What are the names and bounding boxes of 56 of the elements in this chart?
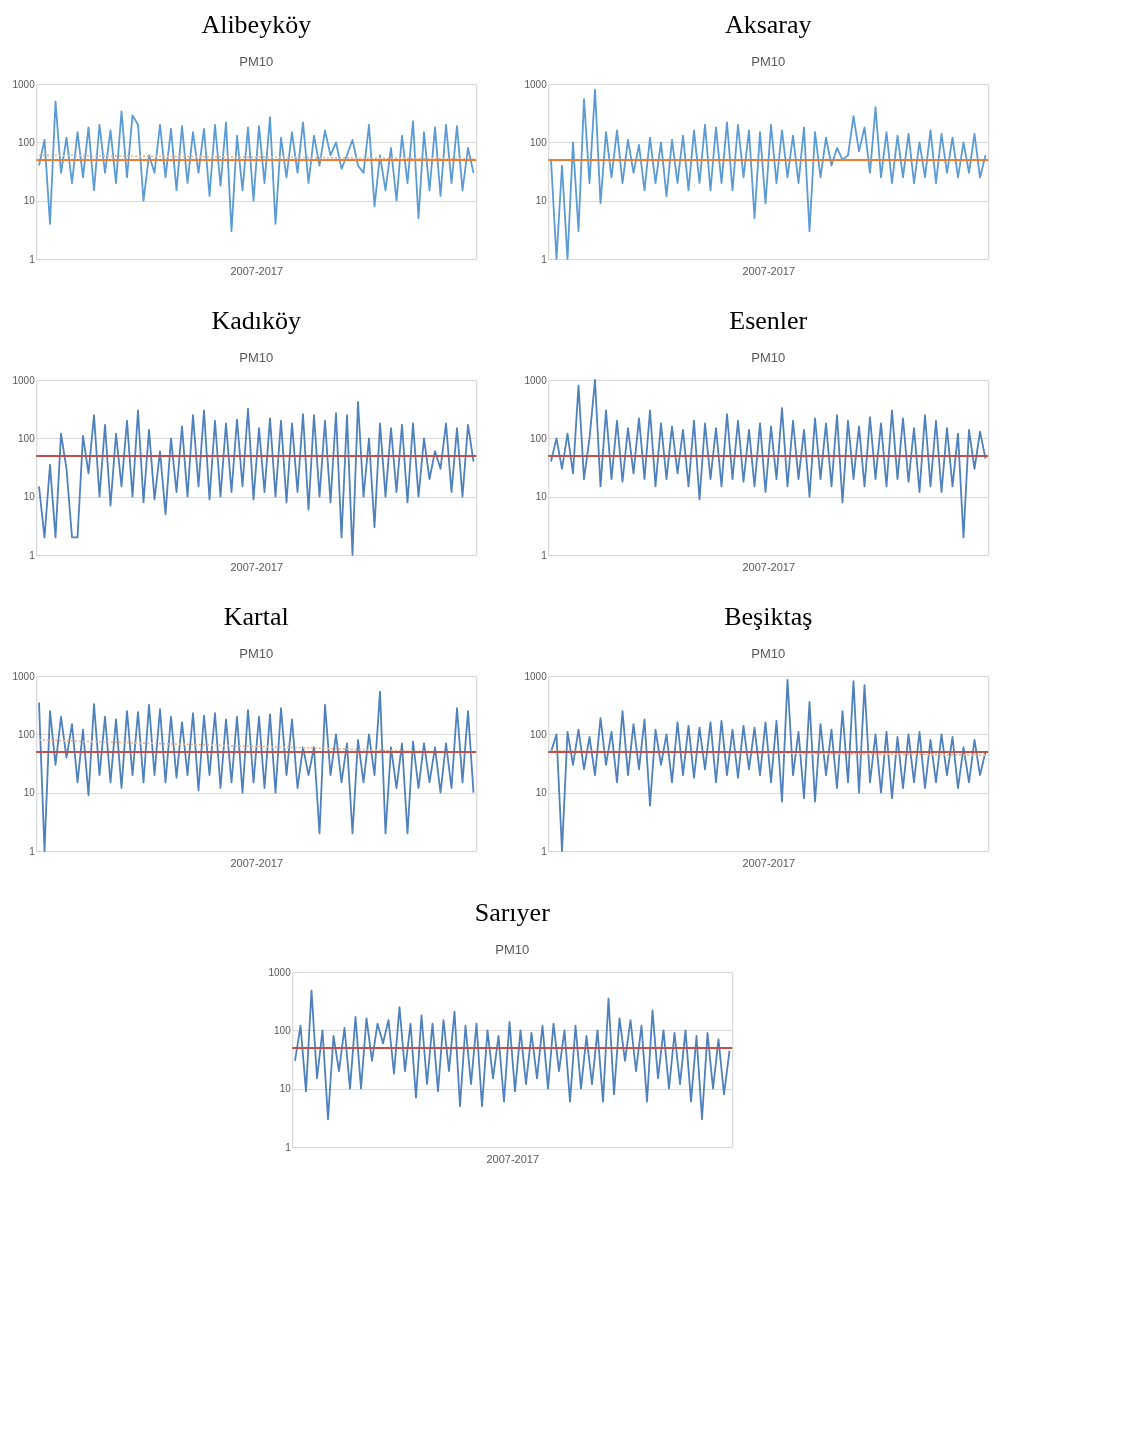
chart-title: Beşiktaş <box>724 602 813 631</box>
y-tick-label: 1000 <box>524 78 548 90</box>
y-tick-label: 1000 <box>524 374 548 386</box>
y-tick-label: 1000 <box>268 966 292 978</box>
y-tick-label: 1000 <box>524 670 548 682</box>
y-tick-label: 1000 <box>12 78 36 90</box>
x-axis-title: 2007-2017 <box>230 560 284 573</box>
x-axis-title: 2007-2017 <box>230 264 284 277</box>
y-tick-label: 1000 <box>12 374 36 386</box>
y-tick-label: 1 <box>541 253 548 265</box>
line-series <box>550 379 987 539</box>
x-axis-title: 2007-2017 <box>230 856 284 869</box>
line-series <box>294 989 731 1121</box>
y-tick-label: 10 <box>23 491 36 503</box>
y-tick-label: 10 <box>279 1083 292 1095</box>
y-tick-label: 1 <box>541 845 548 857</box>
y-tick-label: 1000 <box>12 670 36 682</box>
chart-subtitle: PM10 <box>751 54 786 69</box>
y-tick-label: 100 <box>530 136 548 148</box>
line-series <box>550 88 987 260</box>
chart-subtitle: PM10 <box>751 646 786 661</box>
line-series <box>550 678 987 852</box>
y-tick-label: 10 <box>23 195 36 207</box>
x-axis-title: 2007-2017 <box>742 856 796 869</box>
chart-subtitle: PM10 <box>239 646 274 661</box>
x-axis-title: 2007-2017 <box>742 264 796 277</box>
chart-title: Alibeyköy <box>201 10 312 39</box>
y-tick-label: 100 <box>18 432 36 444</box>
y-tick-label: 10 <box>535 195 548 207</box>
chart-subtitle: PM10 <box>751 350 786 365</box>
chart-title: Sarıyer <box>474 898 551 927</box>
y-tick-label: 1 <box>541 549 548 561</box>
chart-subtitle: PM10 <box>495 942 530 957</box>
y-tick-label: 1 <box>29 549 36 561</box>
y-tick-label: 10 <box>535 491 548 503</box>
line-series <box>38 690 475 852</box>
y-tick-label: 100 <box>18 136 36 148</box>
chart-title: Kadıköy <box>211 306 302 335</box>
y-tick-label: 100 <box>530 728 548 740</box>
chart-subtitle: PM10 <box>239 54 274 69</box>
y-tick-label: 100 <box>18 728 36 740</box>
line-series <box>38 401 475 556</box>
y-tick-label: 10 <box>535 787 548 799</box>
line-series <box>38 100 475 233</box>
y-tick-label: 100 <box>274 1024 292 1036</box>
chart-subtitle: PM10 <box>239 350 274 365</box>
chart-title: Kartal <box>223 602 289 631</box>
chart-title: Aksaray <box>724 10 812 39</box>
y-tick-label: 10 <box>23 787 36 799</box>
y-tick-label: 1 <box>285 1141 292 1153</box>
y-tick-label: 1 <box>29 845 36 857</box>
y-tick-label: 100 <box>530 432 548 444</box>
x-axis-title: 2007-2017 <box>486 1152 540 1165</box>
x-axis-title: 2007-2017 <box>742 560 796 573</box>
chart-title: Esenler <box>729 306 808 335</box>
y-tick-label: 1 <box>29 253 36 265</box>
